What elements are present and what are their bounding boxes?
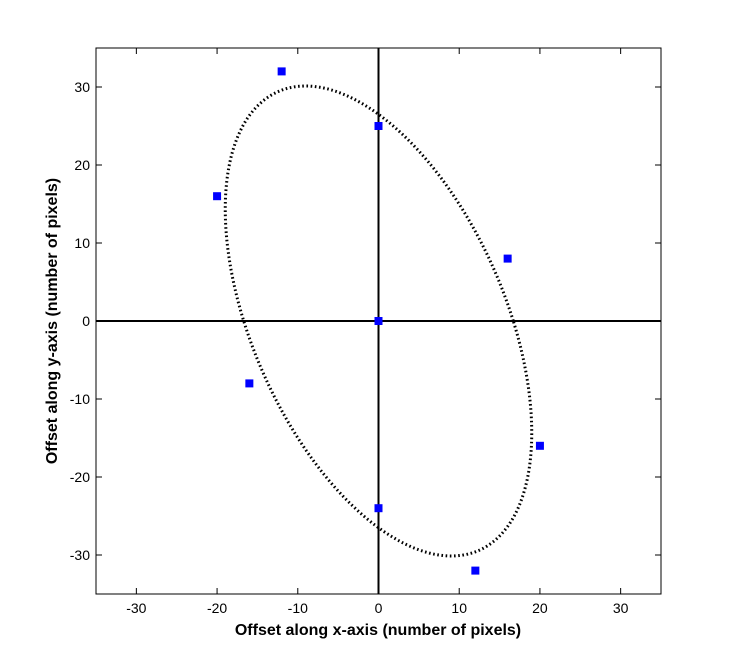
x-tick-label: 30	[613, 600, 629, 616]
uncertainty-ellipse	[223, 84, 534, 558]
x-tick-label: 10	[451, 600, 467, 616]
x-tick-label: -20	[207, 600, 227, 616]
y-axis-title: Offset along y-axis (number of pixels)	[44, 178, 61, 464]
data-point	[471, 566, 480, 575]
y-tick-label: 10	[74, 235, 90, 251]
data-point	[374, 317, 383, 325]
data-point	[245, 379, 254, 388]
x-tick-label: 0	[375, 600, 383, 616]
x-tick-label: -10	[288, 600, 308, 616]
data-point	[374, 122, 383, 130]
data-point	[213, 192, 222, 201]
data-point	[277, 67, 286, 76]
y-tick-label: -30	[70, 547, 90, 563]
data-point	[374, 504, 383, 513]
y-tick-label: 20	[74, 157, 90, 173]
x-tick-label: 20	[532, 600, 548, 616]
data-point	[503, 254, 512, 263]
tick-labels: -30 -20 -10 0 10 20 30 -30 -20 -10 0 10 20 30	[70, 79, 629, 616]
y-tick-label: -20	[70, 469, 90, 485]
x-axis-title: Offset along x-axis (number of pixels)	[235, 622, 521, 639]
y-tick-label: 0	[82, 313, 90, 329]
y-tick-label: 30	[74, 79, 90, 95]
data-point	[535, 441, 544, 450]
data-points	[213, 67, 544, 575]
y-tick-label: -10	[70, 391, 90, 407]
x-tick-label: -30	[126, 600, 146, 616]
